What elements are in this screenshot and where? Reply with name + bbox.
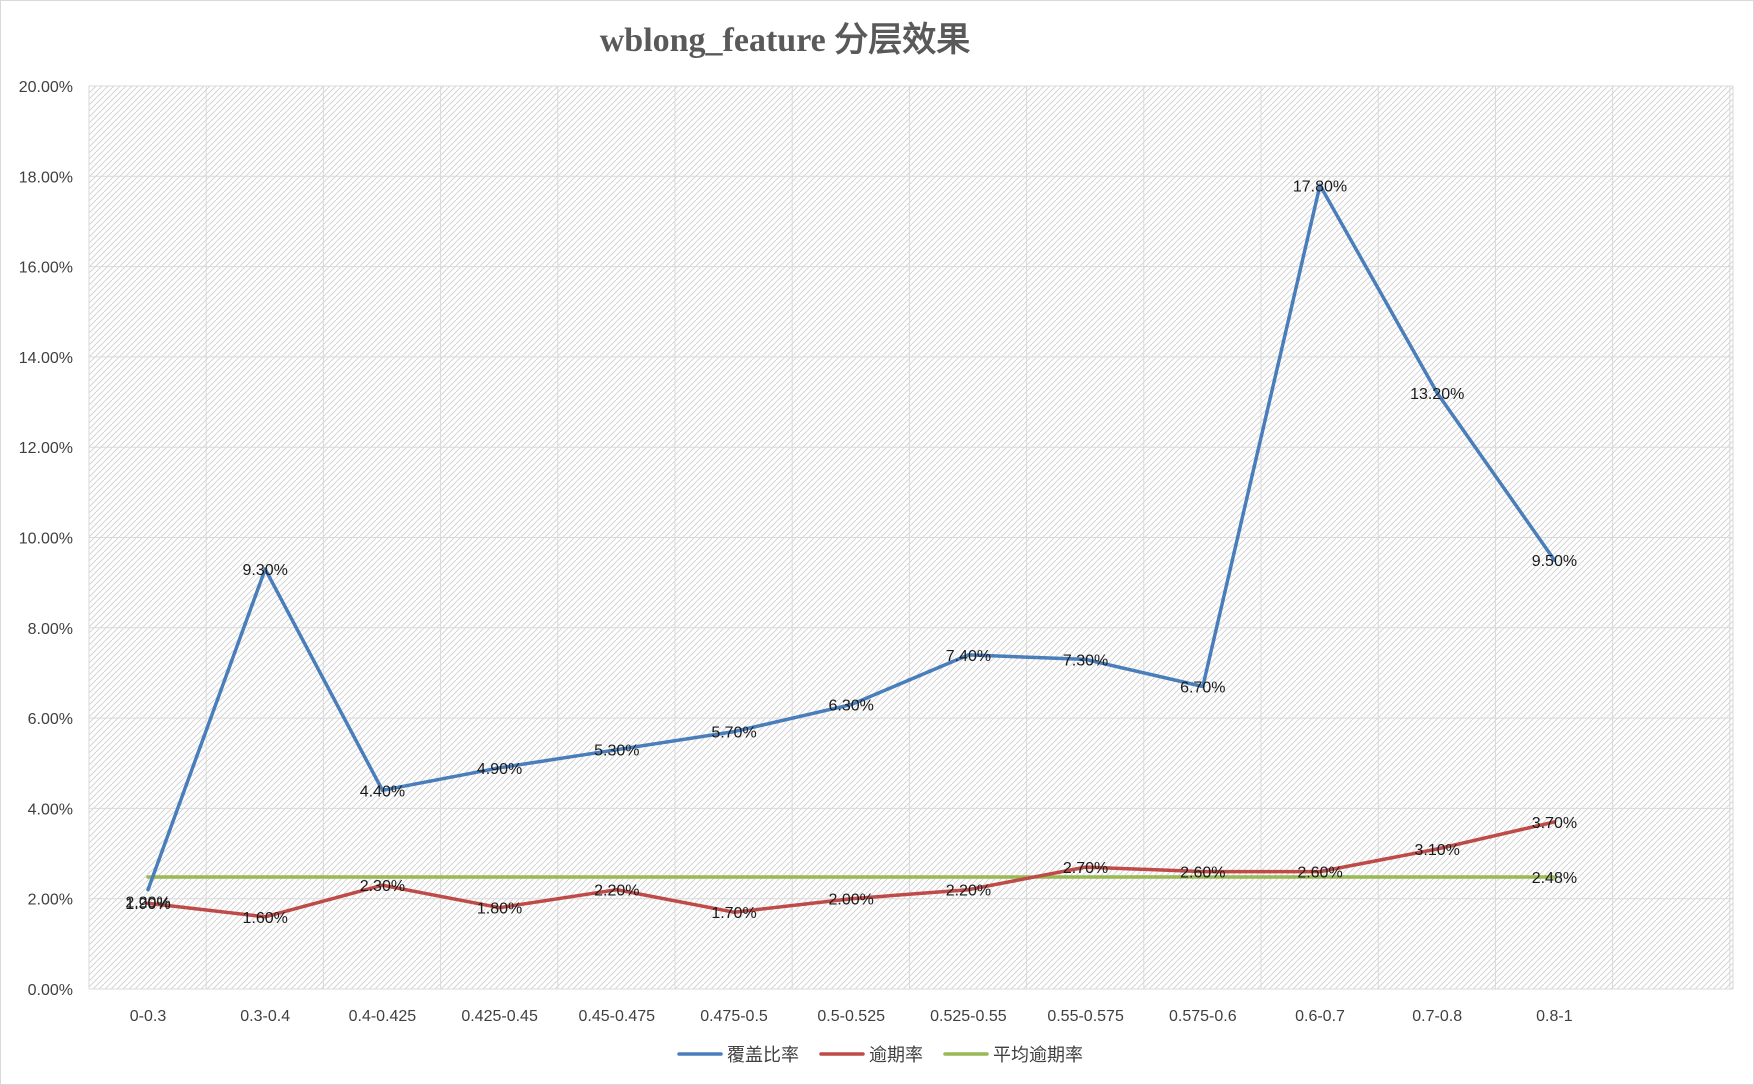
data-label: 2.48%: [1532, 870, 1577, 887]
x-tick-label: 0.425-0.45: [461, 1008, 538, 1025]
chart-title: wblong_feature 分层效果: [600, 21, 971, 59]
data-label: 6.70%: [1180, 679, 1225, 696]
data-label: 7.30%: [1063, 652, 1108, 669]
y-tick-label: 16.00%: [19, 260, 73, 277]
data-label: 3.10%: [1415, 842, 1460, 859]
legend-label: 逾期率: [869, 1045, 923, 1065]
series-line: [146, 820, 1557, 919]
y-tick-label: 6.00%: [28, 711, 73, 728]
gridlines: [88, 85, 1734, 990]
x-tick-label: 0.6-0.7: [1295, 1008, 1345, 1025]
axes: 0.00% 2.00% 4.00% 6.00% 8.00% 10.00% 12.00% 14.…: [19, 79, 1573, 1025]
data-label: 17.80%: [1293, 178, 1347, 195]
y-tick-label: 12.00%: [19, 440, 73, 457]
y-tick-label: 2.00%: [28, 892, 73, 909]
data-label: 7.40%: [946, 648, 991, 665]
data-labels: 2.20% 9.30% 4.40% 4.90% 5.30% 5.70% 6.30% 7.40%…: [125, 178, 1577, 926]
series-line: [146, 183, 1557, 892]
y-tick-label: 4.00%: [28, 801, 73, 818]
data-label: 2.20%: [125, 895, 170, 912]
data-label: 1.80%: [477, 901, 522, 918]
x-tick-label: 0.5-0.525: [817, 1008, 885, 1025]
x-tick-label: 0.55-0.575: [1047, 1008, 1124, 1025]
x-tick-label: 0.8-1: [1536, 1008, 1573, 1025]
y-tick-label: 8.00%: [28, 621, 73, 638]
data-label: 2.60%: [1297, 865, 1342, 882]
data-label: 2.60%: [1180, 865, 1225, 882]
x-tick-label: 0.45-0.475: [579, 1008, 656, 1025]
y-tick-label: 14.00%: [19, 350, 73, 367]
data-label: 1.70%: [711, 905, 756, 922]
x-tick-label: 0.575-0.6: [1169, 1008, 1237, 1025]
y-tick-label: 20.00%: [19, 79, 73, 96]
x-tick-label: 0.4-0.425: [349, 1008, 417, 1025]
x-tick-label: 0.7-0.8: [1412, 1008, 1462, 1025]
data-label: 1.90%: [125, 896, 170, 913]
data-label: 2.00%: [829, 892, 874, 909]
legend: 覆盖比率 逾期率 平均逾期率: [677, 1045, 1083, 1065]
data-label: 9.30%: [243, 562, 288, 579]
series-lines: [146, 183, 1557, 919]
data-label: 2.30%: [360, 878, 405, 895]
data-label: 6.30%: [829, 698, 874, 715]
data-label: 2.70%: [1063, 860, 1108, 877]
data-label: 5.30%: [594, 743, 639, 760]
x-tick-label: 0.3-0.4: [240, 1008, 290, 1025]
data-label: 2.20%: [946, 883, 991, 900]
data-label: 4.90%: [477, 761, 522, 778]
y-tick-label: 0.00%: [28, 982, 73, 999]
data-label: 13.20%: [1410, 386, 1464, 403]
data-label: 5.70%: [711, 725, 756, 742]
x-tick-label: 0.475-0.5: [700, 1008, 768, 1025]
y-tick-label: 18.00%: [19, 169, 73, 186]
data-label: 3.70%: [1532, 815, 1577, 832]
data-label: 2.20%: [594, 883, 639, 900]
legend-label: 平均逾期率: [993, 1045, 1083, 1065]
x-tick-label: 0.525-0.55: [930, 1008, 1007, 1025]
x-tick-label: 0-0.3: [130, 1008, 167, 1025]
y-tick-label: 10.00%: [19, 531, 73, 548]
data-label: 9.50%: [1532, 553, 1577, 570]
legend-label: 覆盖比率: [727, 1045, 799, 1065]
data-label: 1.60%: [243, 910, 288, 927]
data-label: 4.40%: [360, 783, 405, 800]
